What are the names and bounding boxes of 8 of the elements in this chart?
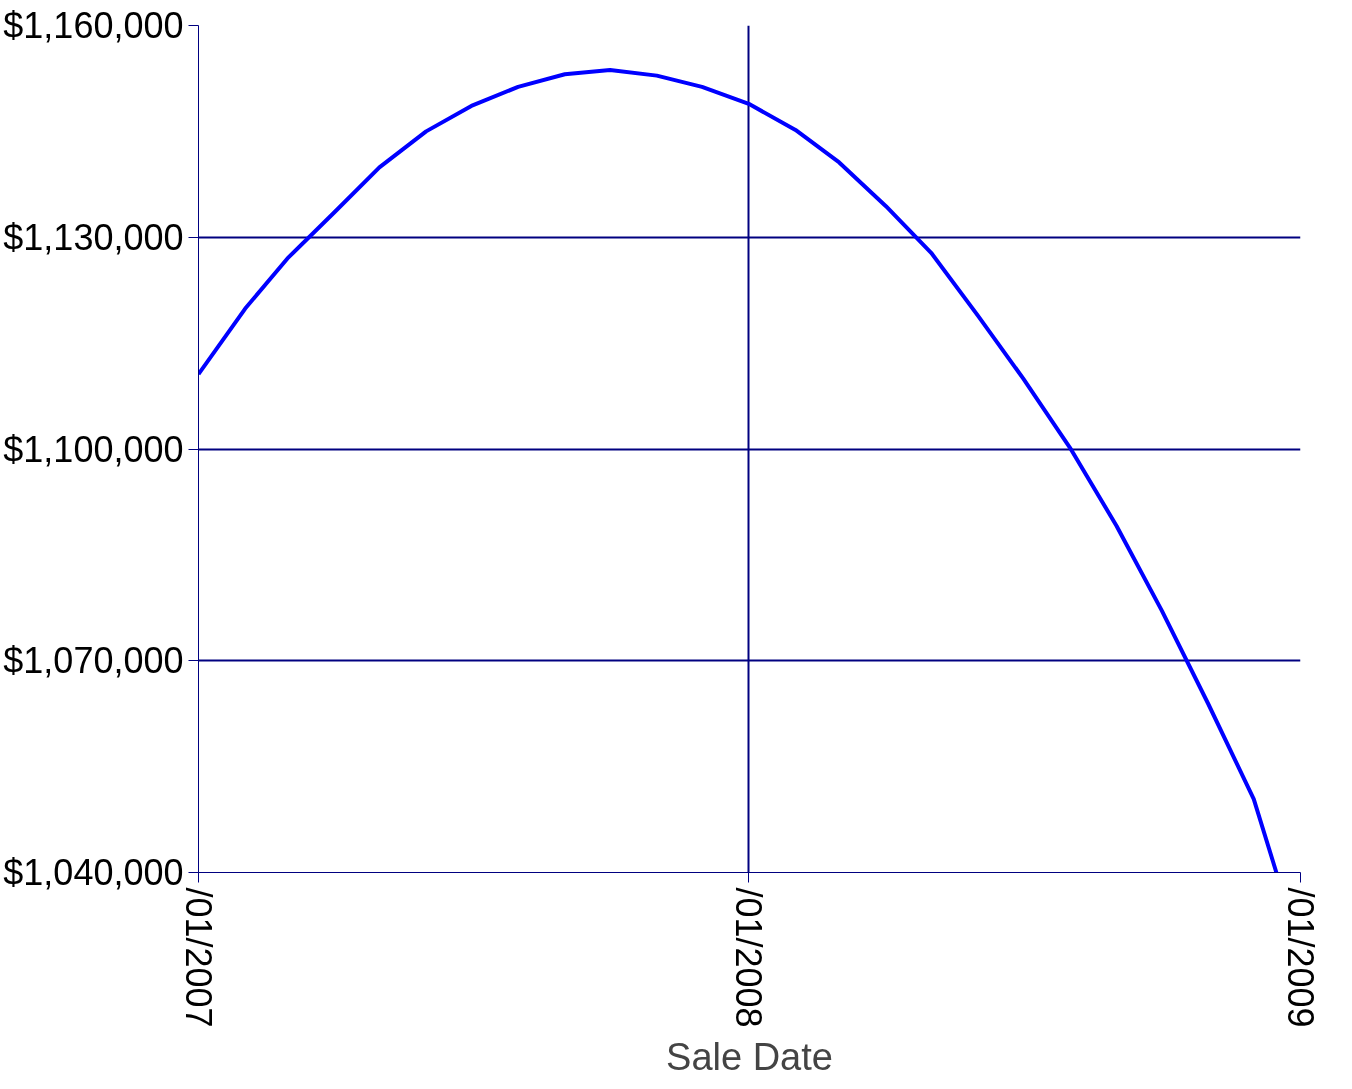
x-tick-label: /01/2009 — [1280, 887, 1321, 1028]
x-tick-label: /01/2008 — [728, 887, 770, 1028]
y-tick-label: $1,100,000 — [3, 428, 184, 470]
y-tick-label: $1,160,000 — [3, 5, 184, 46]
y-tick-label: $1,070,000 — [3, 640, 184, 682]
y-tick-label: $1,130,000 — [3, 216, 184, 258]
line-series — [198, 67, 1279, 873]
x-axis-title: Sale Date — [666, 1035, 833, 1078]
